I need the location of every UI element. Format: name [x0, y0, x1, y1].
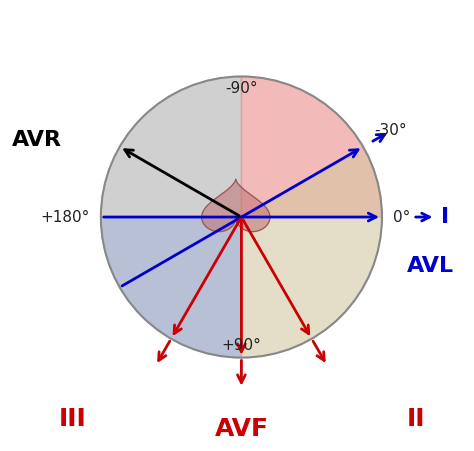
Text: -30°: -30° — [374, 123, 407, 138]
Polygon shape — [201, 179, 270, 232]
Text: AVL: AVL — [407, 256, 455, 276]
Text: I: I — [441, 207, 449, 227]
Text: +90°: +90° — [221, 338, 261, 353]
Text: II: II — [407, 407, 426, 431]
Text: +180°: +180° — [40, 210, 90, 225]
Wedge shape — [101, 77, 241, 358]
Text: AVR: AVR — [11, 130, 62, 150]
Text: AVF: AVF — [214, 417, 268, 441]
Wedge shape — [101, 217, 241, 358]
Circle shape — [101, 77, 382, 358]
Text: -90°: -90° — [225, 81, 258, 96]
Wedge shape — [241, 77, 382, 217]
Text: 0°: 0° — [393, 210, 410, 225]
Wedge shape — [241, 147, 382, 217]
Text: III: III — [59, 407, 87, 431]
Wedge shape — [241, 217, 382, 358]
